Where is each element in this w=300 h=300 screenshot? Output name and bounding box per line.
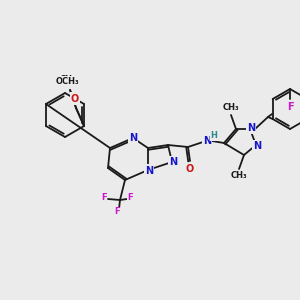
Text: H: H (211, 131, 218, 140)
Text: N: N (247, 123, 255, 133)
Text: O: O (71, 94, 79, 104)
Text: N: N (203, 136, 211, 146)
Text: O: O (186, 164, 194, 174)
Text: F: F (127, 193, 133, 202)
Text: N: N (145, 166, 153, 176)
Text: N: N (145, 165, 153, 175)
Text: H: H (211, 131, 218, 140)
Text: O: O (71, 93, 79, 103)
Text: N: N (253, 141, 261, 151)
Text: F: F (287, 102, 293, 112)
Text: N: N (203, 136, 211, 146)
Text: F: F (101, 193, 107, 202)
Text: F: F (127, 193, 133, 202)
Text: N: N (129, 133, 137, 143)
Text: CH₃: CH₃ (223, 103, 239, 112)
Text: CH₃: CH₃ (231, 172, 247, 181)
Text: N: N (169, 157, 177, 167)
Text: CH₃: CH₃ (231, 172, 247, 181)
Text: N: N (253, 141, 261, 151)
Text: O: O (186, 164, 194, 174)
Text: CH₃: CH₃ (60, 76, 76, 85)
Text: N: N (169, 157, 177, 167)
Text: CH₃: CH₃ (223, 103, 239, 112)
Text: N: N (129, 133, 137, 143)
Text: F: F (114, 208, 120, 217)
Text: OCH₃: OCH₃ (55, 76, 79, 85)
Text: N: N (247, 123, 255, 133)
Text: F: F (101, 193, 107, 202)
Text: F: F (114, 208, 120, 217)
Text: F: F (287, 102, 293, 112)
